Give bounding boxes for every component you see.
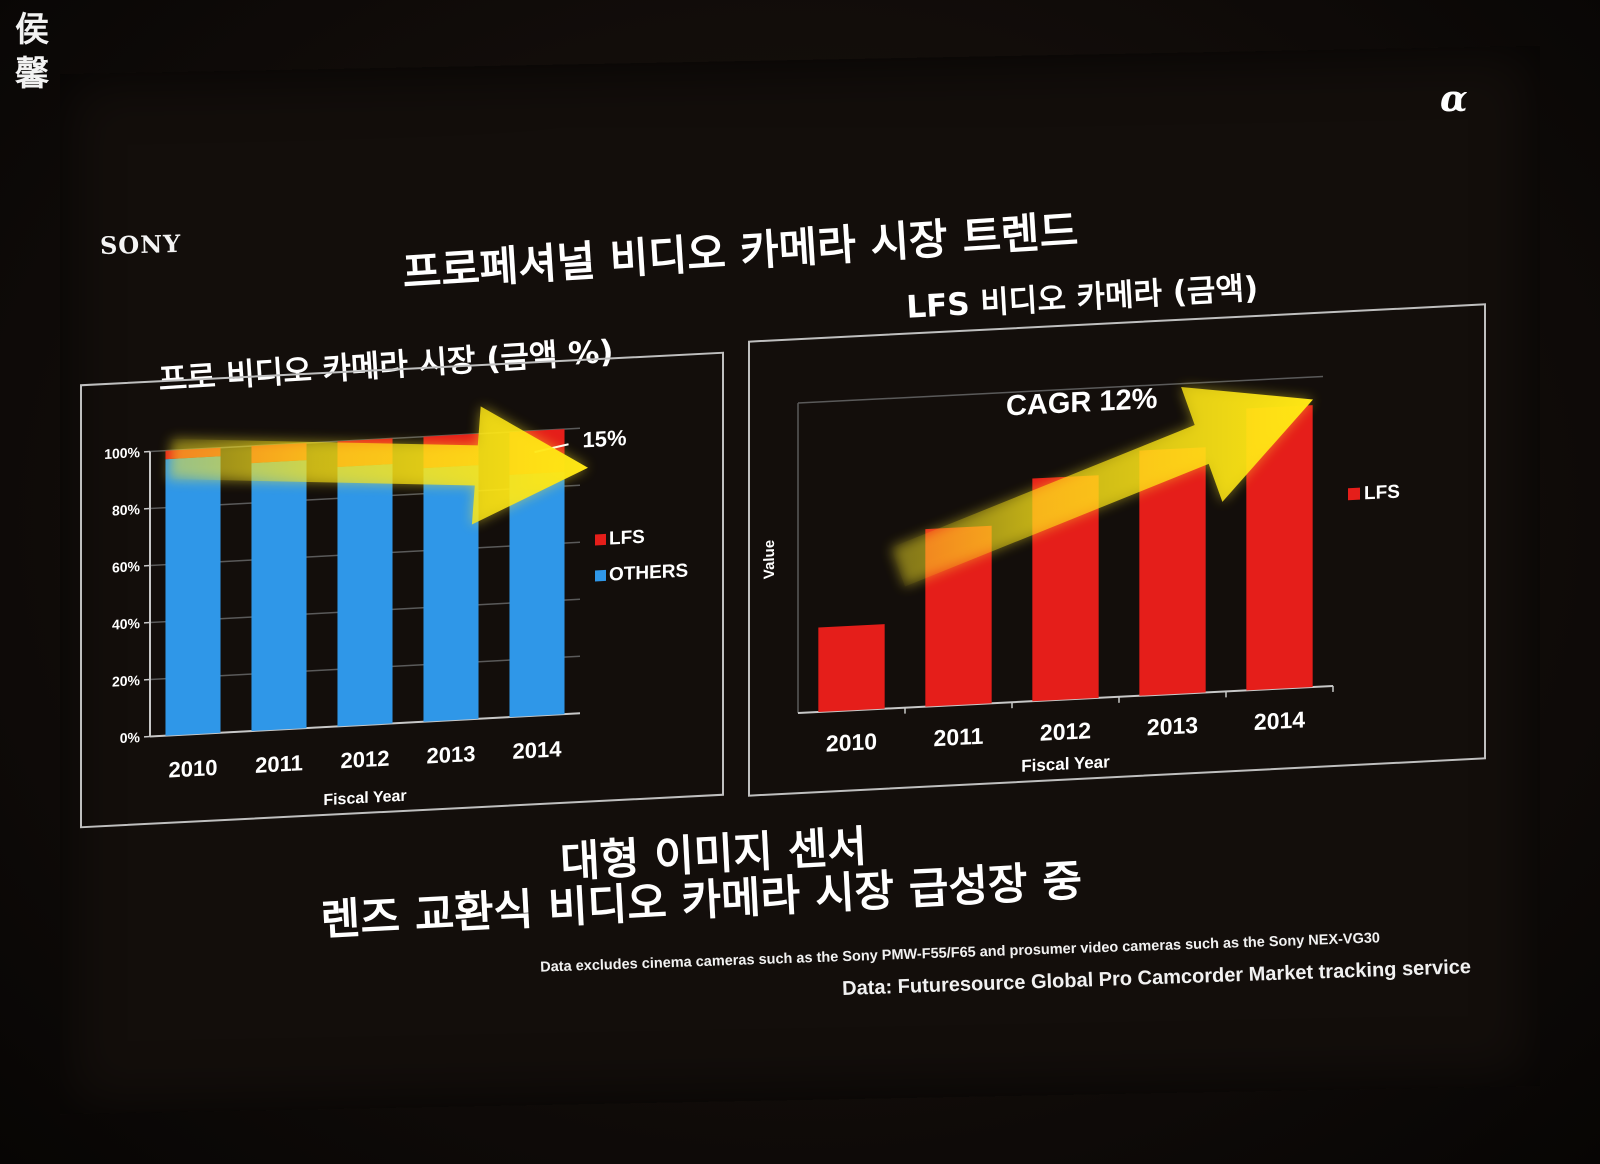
y-tick-label: 60% bbox=[112, 558, 141, 576]
bar-others-2013 bbox=[423, 465, 479, 722]
x-tick-label: 2012 bbox=[341, 746, 390, 774]
trend-arrow bbox=[168, 406, 588, 525]
top-gridline bbox=[798, 375, 1323, 404]
lfs-value-chart: 2010 2011 2012 2013 2014 Fiscal Year Value LFS C… bbox=[761, 375, 1400, 776]
y-tick-label: 100% bbox=[104, 444, 140, 462]
x-tick-label: 2013 bbox=[427, 741, 476, 769]
bar-others-2014 bbox=[509, 471, 565, 718]
legend-swatch-lfs bbox=[1348, 487, 1360, 501]
legend-label-lfs: LFS bbox=[609, 527, 645, 550]
y-tick-label: 80% bbox=[112, 501, 141, 519]
sony-logo: SONY bbox=[99, 228, 182, 261]
x-tick-label: 2013 bbox=[1147, 712, 1198, 741]
x-tick-label: 2014 bbox=[513, 736, 563, 764]
photographer-watermark: 侯馨 bbox=[15, 10, 49, 94]
bar-others-2011 bbox=[251, 460, 307, 732]
x-axis-title: Fiscal Year bbox=[323, 788, 406, 809]
x-tick-label: 2011 bbox=[255, 750, 303, 778]
legend-swatch-lfs bbox=[595, 533, 606, 546]
y-tick-label: 20% bbox=[112, 672, 141, 690]
bar-lfs-2012 bbox=[1032, 475, 1099, 702]
x-tick-label: 2010 bbox=[169, 755, 218, 783]
legend-label-others: OTHERS bbox=[609, 560, 688, 585]
x-tick-label: 2014 bbox=[1254, 706, 1305, 735]
market-share-chart: 0% 20% 40% 60% 80% 100% 2010 2011 2012 2013 2014 Fi… bbox=[104, 406, 688, 809]
alpha-logo: α bbox=[1440, 78, 1468, 120]
legend-label-lfs: LFS bbox=[1364, 482, 1400, 505]
legend-swatch-others bbox=[595, 569, 606, 582]
annotation-label: CAGR 12% bbox=[1006, 383, 1158, 423]
trend-arrow bbox=[891, 387, 1313, 587]
x-tick-label: 2012 bbox=[1040, 717, 1091, 746]
y-tick-label: 40% bbox=[112, 615, 141, 633]
y-tick-label: 0% bbox=[120, 729, 141, 746]
bar-lfs-2014 bbox=[1246, 405, 1313, 691]
bar-lfs-2013 bbox=[1139, 447, 1206, 696]
x-tick-label: 2010 bbox=[826, 728, 877, 757]
x-tick-label: 2011 bbox=[934, 723, 984, 752]
bar-others-2012 bbox=[337, 464, 393, 727]
bar-lfs-2010 bbox=[818, 624, 885, 713]
y-axis-title: Value bbox=[761, 539, 778, 579]
annotation-label: 15% bbox=[583, 425, 627, 452]
bar-others-2010 bbox=[165, 456, 221, 736]
x-axis-title: Fiscal Year bbox=[1021, 752, 1110, 775]
